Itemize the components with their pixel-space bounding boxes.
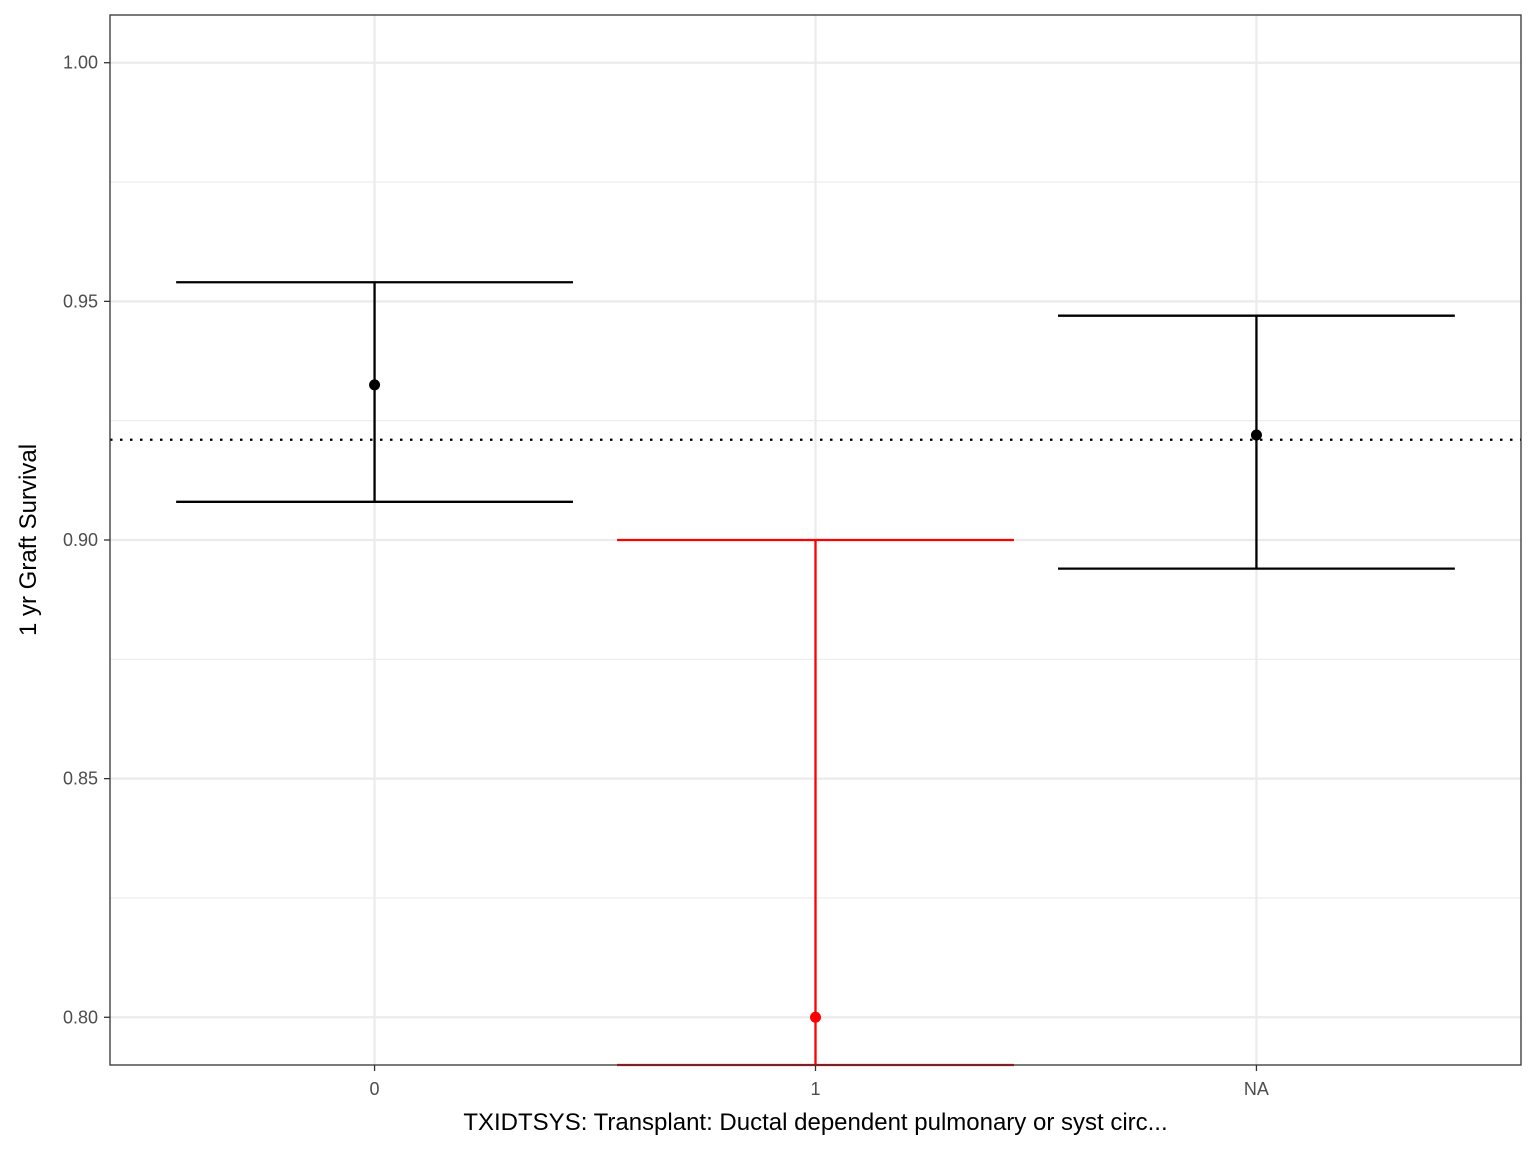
estimate-point: [1250, 429, 1262, 441]
y-tick-label: 0.85: [63, 769, 98, 789]
errorbar-1: [617, 538, 1014, 1067]
x-tick-label: NA: [1244, 1079, 1269, 1099]
data-marks: [176, 281, 1455, 1067]
x-axis: 0 1 NA: [370, 1065, 1269, 1099]
y-tick-label: 0.95: [63, 291, 98, 311]
errorbar-0: [176, 281, 573, 503]
y-tick-label: 0.80: [63, 1007, 98, 1027]
estimate-point: [810, 1011, 821, 1023]
y-axis: 0.80 0.85 0.90 0.95 1.00: [63, 53, 110, 1027]
estimate-point: [369, 379, 381, 391]
y-tick-label: 1.00: [63, 53, 98, 73]
x-tick-label: 0: [370, 1079, 380, 1099]
x-tick-label: 1: [810, 1079, 820, 1099]
x-axis-title: TXIDTSYS: Transplant: Ductal dependent p…: [463, 1109, 1167, 1136]
y-tick-label: 0.90: [63, 530, 98, 550]
y-axis-title: 1 yr Graft Survival: [15, 444, 42, 636]
errorbar-NA: [1058, 314, 1455, 570]
